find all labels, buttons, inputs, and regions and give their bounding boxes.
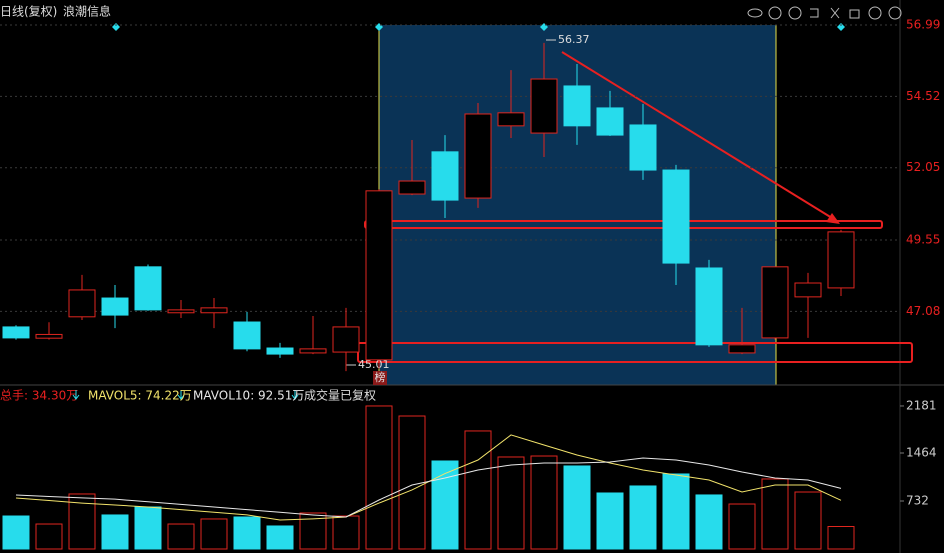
down-arrow xyxy=(291,390,299,400)
candle-body xyxy=(728,344,756,354)
eye-icon[interactable] xyxy=(747,8,763,18)
trend-arrow xyxy=(561,51,833,219)
volume-bar xyxy=(761,478,789,550)
volume-bar xyxy=(266,525,294,550)
candle-body xyxy=(266,347,294,355)
candle-body xyxy=(827,231,855,289)
marker xyxy=(112,23,120,31)
volume-bar xyxy=(2,515,30,550)
volume-bar xyxy=(530,455,558,550)
y-tick-label: 732 xyxy=(906,493,929,507)
arrow-head xyxy=(826,213,840,224)
cut-icon[interactable] xyxy=(830,7,840,19)
y-tick-label: 52.05 xyxy=(906,160,940,174)
volume-bar xyxy=(332,515,360,550)
toolbar xyxy=(747,6,902,20)
marker xyxy=(837,23,845,31)
volume-bar xyxy=(497,456,525,550)
hand-icon[interactable] xyxy=(768,6,782,20)
candle-body xyxy=(530,78,558,134)
volume-bar xyxy=(662,473,690,550)
candle-body xyxy=(761,266,789,339)
play-icon[interactable] xyxy=(788,6,802,20)
candle-body xyxy=(794,282,822,298)
volume-bar xyxy=(35,523,63,550)
candle-body xyxy=(134,266,162,311)
y-tick-label: 49.55 xyxy=(906,232,940,246)
volume-bar xyxy=(200,518,228,550)
candle-body xyxy=(497,112,525,127)
lock-icon[interactable] xyxy=(849,9,860,19)
candle-body xyxy=(233,321,261,350)
y-tick-label: 47.08 xyxy=(906,304,940,318)
candle-body xyxy=(662,169,690,264)
zoom-out-icon[interactable] xyxy=(888,6,902,20)
chart-title: 日线(复权) xyxy=(0,5,57,19)
volume-bar xyxy=(101,514,129,550)
candle-body xyxy=(695,267,723,346)
highlight-box xyxy=(364,220,883,229)
y-tick-label: 2181 xyxy=(906,398,937,412)
undo-icon[interactable] xyxy=(810,8,819,18)
candle-body xyxy=(167,309,195,314)
volume-bar xyxy=(827,526,855,550)
volume-bar xyxy=(431,460,459,550)
candle-body xyxy=(398,180,426,195)
candle-body xyxy=(563,85,591,127)
volume-bar xyxy=(596,492,624,550)
annotation: 56.37 xyxy=(558,33,590,46)
volume-subtitle: 成交量已复权 xyxy=(304,388,376,403)
volume-bar xyxy=(695,494,723,550)
down-arrow xyxy=(72,390,80,400)
stock-name: 浪潮信息 xyxy=(63,4,111,19)
candle-body xyxy=(596,107,624,136)
volume-bar xyxy=(167,523,195,550)
candle-body xyxy=(2,326,30,339)
volume-title: 总手: 34.30万 xyxy=(0,389,78,403)
legend-entry: MAVOL10: 92.51万 xyxy=(193,389,304,403)
volume-bar xyxy=(728,503,756,550)
volume-bar xyxy=(794,491,822,550)
annotation: 45.01 xyxy=(358,358,390,371)
zoom-in-icon[interactable] xyxy=(868,6,882,20)
candle-body xyxy=(200,307,228,314)
candle-body xyxy=(332,326,360,353)
y-tick-label: 1464 xyxy=(906,445,937,459)
volume-bar xyxy=(365,405,393,550)
candle-body xyxy=(431,151,459,201)
candle-body xyxy=(68,289,96,318)
volume-bar xyxy=(233,516,261,550)
y-tick-label: 54.52 xyxy=(906,89,940,103)
volume-bar xyxy=(68,493,96,550)
candle-body xyxy=(365,190,393,361)
badge-text: 榜 xyxy=(375,370,386,384)
candle-body xyxy=(35,333,63,339)
volume-bar xyxy=(563,465,591,550)
candle-body xyxy=(464,113,492,199)
volume-bar xyxy=(134,506,162,550)
down-arrow xyxy=(177,390,185,400)
ma-line xyxy=(15,457,842,518)
volume-bar xyxy=(629,485,657,550)
candle-body xyxy=(101,297,129,316)
candle-body xyxy=(299,348,327,354)
volume-bar xyxy=(464,430,492,550)
legend-entry: MAVOL5: 74.22万 xyxy=(88,389,192,403)
volume-bar xyxy=(299,512,327,550)
badge xyxy=(373,371,387,385)
y-tick-label: 56.99 xyxy=(906,18,940,32)
candle-body xyxy=(629,124,657,171)
